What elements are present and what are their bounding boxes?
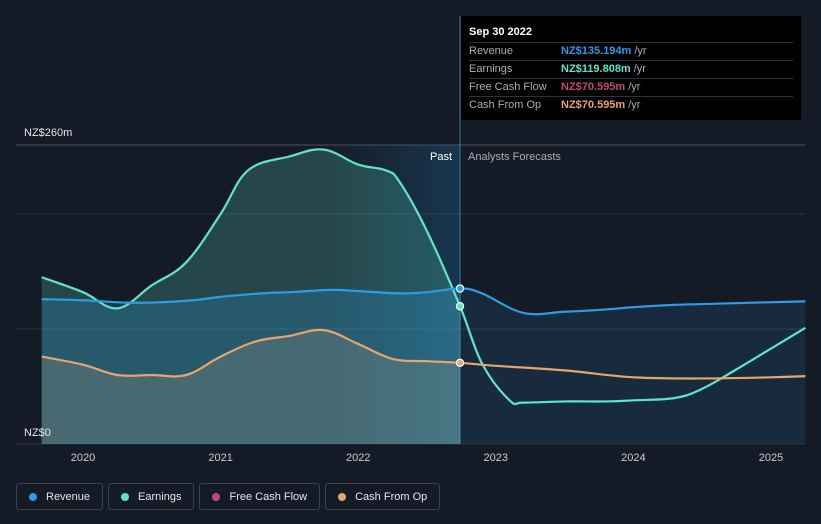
legend-dot-icon: [212, 492, 221, 501]
x-tick-label: 2020: [71, 452, 95, 464]
revenue-line: [41, 287, 806, 316]
x-tick-label: 2023: [484, 452, 508, 464]
tooltip-row-label: Cash From Op: [469, 99, 542, 111]
x-tick-label: 2022: [346, 452, 370, 464]
tooltip-row-value: NZ$70.595m: [561, 99, 626, 111]
x-tick-label: 2025: [759, 452, 783, 464]
tooltip-row-unit: /yr: [628, 99, 641, 111]
tooltip-row: Earnings NZ$119.808m/yr: [469, 60, 793, 78]
earnings-marker[interactable]: [455, 302, 465, 311]
tooltip-row-unit: /yr: [633, 63, 646, 75]
tooltip-row-value: NZ$70.595m: [561, 81, 626, 93]
legend-label: Cash From Op: [355, 490, 428, 503]
x-tick-label: 2021: [208, 452, 232, 464]
past-label: Past: [430, 151, 452, 163]
y-axis-label-bottom: NZ$0: [24, 427, 51, 439]
x-tick-label: 2024: [621, 452, 645, 464]
legend-dot-icon: [338, 492, 347, 501]
legend-dot-icon: [121, 492, 130, 501]
past-highlight: [322, 145, 461, 444]
tooltip-row-label: Revenue: [469, 45, 514, 57]
revenue-forecast-area: [460, 288, 806, 444]
forecast-label: Analysts Forecasts: [468, 151, 561, 163]
cash-from-op-past-area: [41, 329, 461, 444]
y-axis-label-top: NZ$260m: [24, 127, 72, 139]
revenue-marker[interactable]: [455, 284, 465, 293]
legend-item-free-cash-flow[interactable]: Free Cash Flow: [199, 483, 321, 510]
cash-from-op-line: [41, 328, 806, 380]
legend-item-revenue[interactable]: Revenue: [16, 483, 104, 510]
tooltip-row: Revenue NZ$135.194m/yr: [469, 42, 793, 60]
revenue-past-area: [41, 288, 461, 444]
legend-dot-icon: [29, 492, 37, 501]
legend-label: Earnings: [138, 490, 182, 503]
tooltip: Sep 30 2022 Revenue NZ$135.194m/yr Earning…: [461, 16, 801, 120]
tooltip-row-unit: /yr: [634, 45, 647, 57]
tooltip-date: Sep 30 2022: [469, 26, 532, 38]
tooltip-row-value: NZ$119.808m: [561, 63, 631, 75]
tooltip-row-value: NZ$135.194m: [561, 45, 632, 57]
legend-label: Revenue: [46, 490, 91, 503]
tooltip-row: Cash From Op NZ$70.595m/yr: [469, 96, 793, 114]
legend: Revenue Earnings Free Cash Flow Cash From O…: [16, 483, 441, 510]
legend-item-cash-from-op[interactable]: Cash From Op: [325, 483, 441, 510]
earnings-line: [41, 148, 806, 406]
legend-item-earnings[interactable]: Earnings: [108, 483, 195, 510]
tooltip-row-label: Earnings: [469, 63, 513, 75]
tooltip-row: Free Cash Flow NZ$70.595m/yr: [469, 78, 793, 96]
tooltip-row-label: Free Cash Flow: [469, 81, 547, 93]
cash-from-op-marker[interactable]: [455, 358, 465, 368]
earnings-past-area: [41, 149, 461, 445]
tooltip-row-unit: /yr: [628, 81, 641, 93]
legend-label: Free Cash Flow: [229, 490, 308, 503]
